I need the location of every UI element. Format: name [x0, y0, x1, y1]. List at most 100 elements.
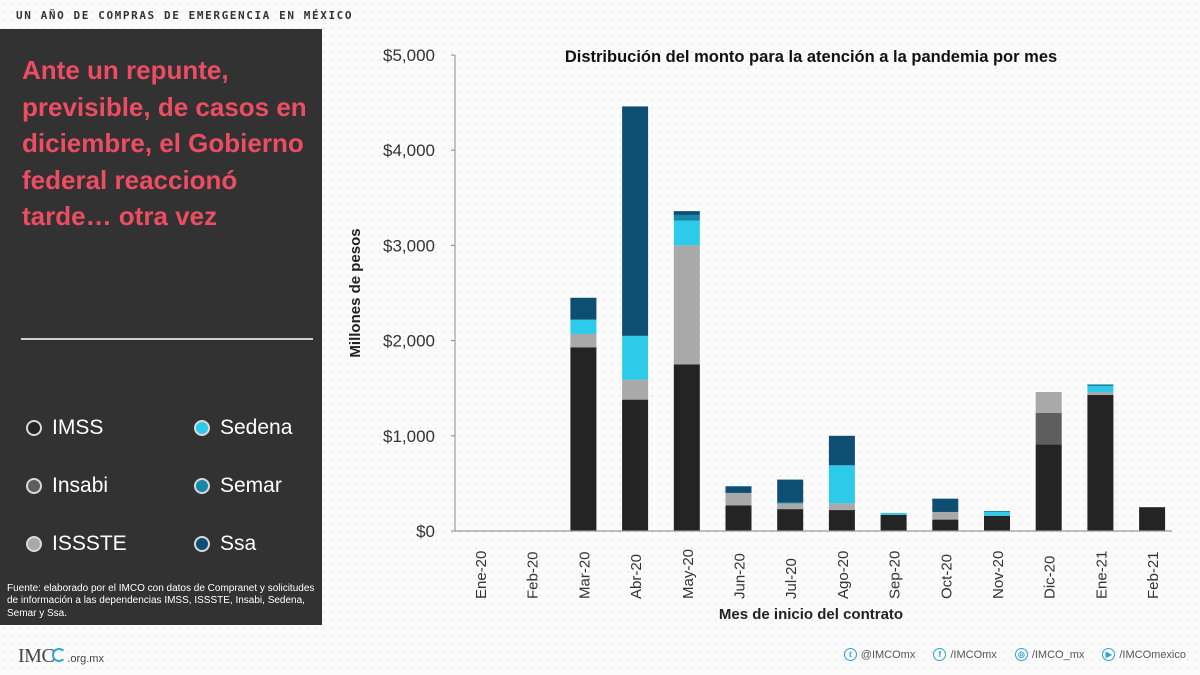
- x-tick-label: Dic-20: [1042, 556, 1059, 599]
- social-label: /IMCO_mx: [1031, 648, 1085, 661]
- legend-dot-icon: [194, 478, 210, 494]
- y-tick-label: $2,000: [383, 332, 435, 351]
- logo-swirl-icon: [52, 648, 67, 662]
- bar-imss-jun-20: [725, 505, 752, 531]
- bar-semar-jul-20: [777, 502, 804, 504]
- legend-item-sedena: Sedena: [194, 416, 292, 440]
- x-tick-label: Ene-20: [473, 551, 490, 599]
- bar-semar-nov-20: [984, 511, 1010, 512]
- logo-text: IMC: [18, 645, 55, 667]
- bar-imss-nov-20: [984, 515, 1010, 531]
- legend-label: IMSS: [52, 416, 104, 439]
- bar-imss-abr-20: [622, 399, 649, 531]
- bar-ssa-oct-20: [932, 498, 959, 512]
- youtube-icon: ▶: [1102, 648, 1116, 661]
- x-tick-label: Jun-20: [732, 553, 749, 599]
- y-axis-label: Millones de pesos: [347, 228, 364, 357]
- x-tick-label: Jul-20: [783, 558, 800, 599]
- x-tick-label: Ene-21: [1093, 551, 1110, 599]
- legend-item-issste: ISSSTE: [26, 532, 127, 556]
- legend-label: Insabi: [52, 474, 109, 497]
- legend-label: ISSSTE: [52, 532, 127, 555]
- bar-imss-jul-20: [777, 509, 804, 531]
- bar-imss-dic-20: [1035, 444, 1062, 531]
- bar-imss-oct-20: [932, 519, 959, 531]
- bar-semar-may-20: [673, 214, 700, 221]
- legend-label: Sedena: [220, 416, 293, 439]
- bar-insabi-dic-20: [1035, 412, 1062, 445]
- bar-ssa-jun-20: [725, 486, 752, 493]
- bar-issste-may-20: [673, 245, 700, 365]
- imco-logo[interactable]: IMC .org.mx: [18, 645, 104, 668]
- y-tick-label: $1,000: [383, 427, 435, 446]
- legend-dot-icon: [194, 420, 210, 436]
- x-tick-label: Mar-20: [576, 551, 593, 599]
- bar-imss-ago-20: [828, 510, 855, 531]
- bar-sedena-nov-20: [984, 511, 1010, 516]
- bar-ssa-may-20: [673, 211, 700, 215]
- bar-sedena-abr-20: [622, 335, 649, 380]
- bar-imss-sep-20: [880, 514, 907, 531]
- bar-imss-feb-21: [1139, 507, 1166, 531]
- x-axis-label: Mes de inicio del contrato: [719, 606, 903, 623]
- legend-dot-icon: [26, 536, 42, 552]
- bar-imss-may-20: [673, 364, 700, 531]
- legend-dot-icon: [194, 536, 210, 552]
- kicker-title: UN AÑO DE COMPRAS DE EMERGENCIA EN MÉXIC…: [16, 9, 354, 22]
- bar-issste-jun-20: [725, 492, 752, 506]
- legend-dot-icon: [26, 420, 42, 436]
- legend-label: Semar: [220, 474, 282, 497]
- social-link-twitter[interactable]: t @IMCOmx: [843, 648, 916, 661]
- y-tick-label: $5,000: [383, 46, 435, 65]
- x-tick-label: Feb-21: [1145, 551, 1162, 599]
- bar-ssa-jul-20: [777, 479, 804, 503]
- bar-issste-jul-20: [777, 503, 804, 510]
- social-label: /IMCOmx: [950, 648, 997, 661]
- social-link-facebook[interactable]: f/IMCOmx: [933, 648, 997, 661]
- bar-sedena-ene-21: [1087, 386, 1114, 393]
- y-tick-label: $3,000: [383, 236, 435, 255]
- social-label: /IMCOmexico: [1119, 648, 1186, 661]
- bar-sedena-mar-20: [570, 319, 597, 334]
- bar-issste-ago-20: [828, 503, 855, 511]
- social-link-youtube[interactable]: ▶/IMCOmexico: [1102, 648, 1186, 661]
- instagram-icon: ◎: [1014, 648, 1028, 661]
- twitter-icon: t: [843, 648, 857, 661]
- bar-issste-oct-20: [932, 511, 959, 520]
- x-tick-label: Oct-20: [938, 554, 955, 599]
- legend-item-insabi: Insabi: [26, 474, 108, 498]
- bar-issste-dic-20: [1035, 392, 1062, 413]
- bar-ssa-abr-20: [622, 106, 649, 336]
- facebook-icon: f: [933, 648, 947, 661]
- side-panel: Ante un repunte, previsible, de casos en…: [0, 29, 322, 625]
- headline: Ante un repunte, previsible, de casos en…: [22, 55, 307, 231]
- bar-ssa-mar-20: [570, 297, 597, 320]
- x-tick-label: Ago-20: [835, 551, 852, 599]
- x-tick-label: Sep-20: [887, 551, 904, 599]
- x-tick-label: Nov-20: [990, 551, 1007, 599]
- bar-sedena-sep-20: [880, 512, 907, 515]
- x-tick-label: May-20: [680, 549, 697, 599]
- legend-dot-icon: [26, 478, 42, 494]
- bar-imss-mar-20: [570, 347, 597, 531]
- logo-domain: .org.mx: [67, 653, 104, 665]
- legend-item-imss: IMSS: [26, 416, 103, 440]
- social-link-instagram[interactable]: ◎/IMCO_mx: [1014, 648, 1085, 661]
- bar-issste-abr-20: [622, 379, 649, 400]
- legend-item-ssa: Ssa: [194, 532, 256, 556]
- bar-imss-ene-21: [1087, 394, 1114, 531]
- bar-ssa-ago-20: [828, 435, 855, 466]
- bar-issste-ene-21: [1087, 392, 1114, 395]
- legend-label: Ssa: [220, 532, 257, 555]
- social-label: @IMCOmx: [860, 648, 916, 661]
- bar-sedena-ago-20: [828, 465, 855, 504]
- legend-item-semar: Semar: [194, 474, 282, 498]
- y-tick-label: $0: [416, 522, 435, 541]
- source-note: Fuente: elaborado por el IMCO con datos …: [7, 582, 315, 619]
- bar-issste-mar-20: [570, 333, 597, 348]
- x-tick-label: Feb-20: [525, 551, 542, 599]
- divider: [21, 338, 313, 340]
- y-tick-label: $4,000: [383, 141, 435, 160]
- x-tick-label: Abr-20: [628, 554, 645, 599]
